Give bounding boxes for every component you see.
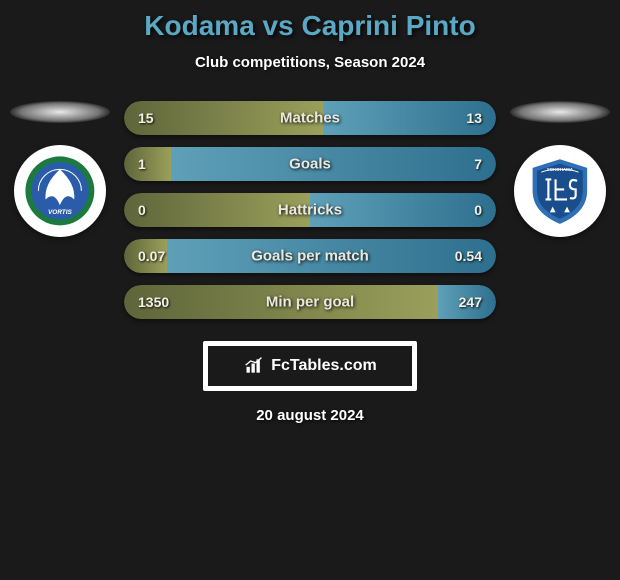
stat-fill-left <box>124 147 171 181</box>
stat-label: Goals <box>289 156 331 173</box>
stat-label: Matches <box>280 110 340 127</box>
svg-text:VORTIS: VORTIS <box>48 209 73 216</box>
team-right-column: YOKOHAMA <box>508 101 612 237</box>
brand-box[interactable]: FcTables.com <box>203 341 417 391</box>
stat-bar-goals-per-match: 0.07 0.54 Goals per match <box>124 239 496 273</box>
stat-fill-right <box>171 147 497 181</box>
stat-value-left: 1350 <box>138 294 169 310</box>
stat-bar-goals: 1 7 Goals <box>124 147 496 181</box>
stat-bar-matches: 15 13 Matches <box>124 101 496 135</box>
footer-date: 20 august 2024 <box>0 407 620 424</box>
comparison-widget: Kodama vs Caprini Pinto Club competition… <box>0 0 620 424</box>
bar-chart-icon <box>243 356 265 376</box>
vortis-badge-icon: VORTIS <box>24 155 96 227</box>
stat-bar-min-per-goal: 1350 247 Min per goal <box>124 285 496 319</box>
stat-value-right: 13 <box>466 110 482 126</box>
stat-value-left: 1 <box>138 156 146 172</box>
team-badge-left[interactable]: VORTIS <box>14 145 106 237</box>
stat-value-right: 0 <box>474 202 482 218</box>
stats-column: 15 13 Matches 1 7 Goals 0 0 Hattricks 0.07 0.54 Goa… <box>112 101 508 331</box>
stat-label: Hattricks <box>278 202 342 219</box>
subtitle: Club competitions, Season 2024 <box>0 54 620 71</box>
stat-value-left: 15 <box>138 110 154 126</box>
main-row: VORTIS 15 13 Matches 1 7 Goals 0 0 Hattricks 0.07… <box>0 101 620 331</box>
stat-value-left: 0 <box>138 202 146 218</box>
stat-label: Goals per match <box>251 248 369 265</box>
page-title: Kodama vs Caprini Pinto <box>0 10 620 42</box>
stat-value-left: 0.07 <box>138 248 165 264</box>
svg-text:YOKOHAMA: YOKOHAMA <box>547 167 574 172</box>
stat-label: Min per goal <box>266 294 354 311</box>
stat-value-right: 7 <box>474 156 482 172</box>
stat-value-right: 0.54 <box>455 248 482 264</box>
team-badge-right[interactable]: YOKOHAMA <box>514 145 606 237</box>
stat-bar-hattricks: 0 0 Hattricks <box>124 193 496 227</box>
brand-label: FcTables.com <box>271 357 377 375</box>
yokohama-badge-icon: YOKOHAMA <box>524 155 596 227</box>
ellipse-glow-left <box>10 101 110 123</box>
stat-value-right: 247 <box>459 294 482 310</box>
ellipse-glow-right <box>510 101 610 123</box>
team-left-column: VORTIS <box>8 101 112 237</box>
